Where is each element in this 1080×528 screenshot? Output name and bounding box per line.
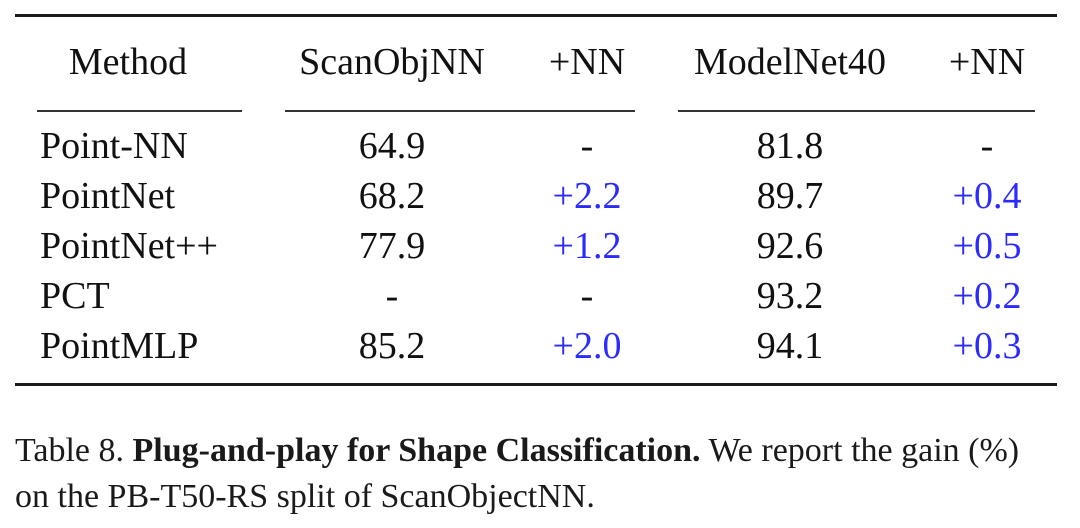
caption-label: Table 8. xyxy=(15,432,125,469)
header-modelnet40: ModelNet40 xyxy=(693,41,887,83)
cell-scanobjnn-nn: - xyxy=(580,125,594,167)
cell-scanobjnn-gain: +1.2 xyxy=(552,225,622,267)
table-bottom-rule xyxy=(15,383,1057,386)
cell-scanobjnn: 64.9 xyxy=(358,125,426,167)
cell-scanobjnn-gain: +2.2 xyxy=(552,175,622,217)
cell-scanobjnn: 77.9 xyxy=(358,225,426,267)
header-rule-scanobjnn xyxy=(285,110,635,112)
header-rule-method xyxy=(37,110,242,112)
cell-modelnet40: 81.8 xyxy=(756,125,824,167)
caption-text: We report the gain (%) on the PB-T50-RS … xyxy=(15,432,1020,515)
cell-modelnet40-gain: +0.5 xyxy=(952,225,1022,267)
cell-scanobjnn: - xyxy=(385,275,399,317)
header-scanobjnn-nn: +NN xyxy=(548,41,626,83)
caption-title: Plug-and-play for Shape Classification. xyxy=(132,432,701,469)
header-scanobjnn: ScanObjNN xyxy=(299,41,485,83)
cell-scanobjnn: 85.2 xyxy=(358,325,426,367)
row-method: Point-NN xyxy=(40,125,188,167)
header-rule-modelnet40 xyxy=(678,110,1035,112)
row-method: PointNet xyxy=(40,175,176,217)
table-caption: Table 8. Plug-and-play for Shape Classif… xyxy=(15,428,1060,520)
cell-modelnet40: 92.6 xyxy=(756,225,824,267)
table-top-rule xyxy=(15,14,1057,17)
cell-scanobjnn-gain: +2.0 xyxy=(552,325,622,367)
cell-scanobjnn-nn: - xyxy=(580,275,594,317)
cell-modelnet40: 94.1 xyxy=(756,325,824,367)
cell-scanobjnn: 68.2 xyxy=(358,175,426,217)
cell-modelnet40-nn: - xyxy=(980,125,994,167)
cell-modelnet40-gain: +0.2 xyxy=(952,275,1022,317)
header-method: Method xyxy=(68,41,188,83)
row-method: PointNet++ xyxy=(40,225,218,267)
row-method: PCT xyxy=(40,275,110,317)
row-method: PointMLP xyxy=(40,325,199,367)
cell-modelnet40: 93.2 xyxy=(756,275,824,317)
cell-modelnet40: 89.7 xyxy=(756,175,824,217)
cell-modelnet40-gain: +0.3 xyxy=(952,325,1022,367)
header-modelnet40-nn: +NN xyxy=(948,41,1026,83)
cell-modelnet40-gain: +0.4 xyxy=(952,175,1022,217)
